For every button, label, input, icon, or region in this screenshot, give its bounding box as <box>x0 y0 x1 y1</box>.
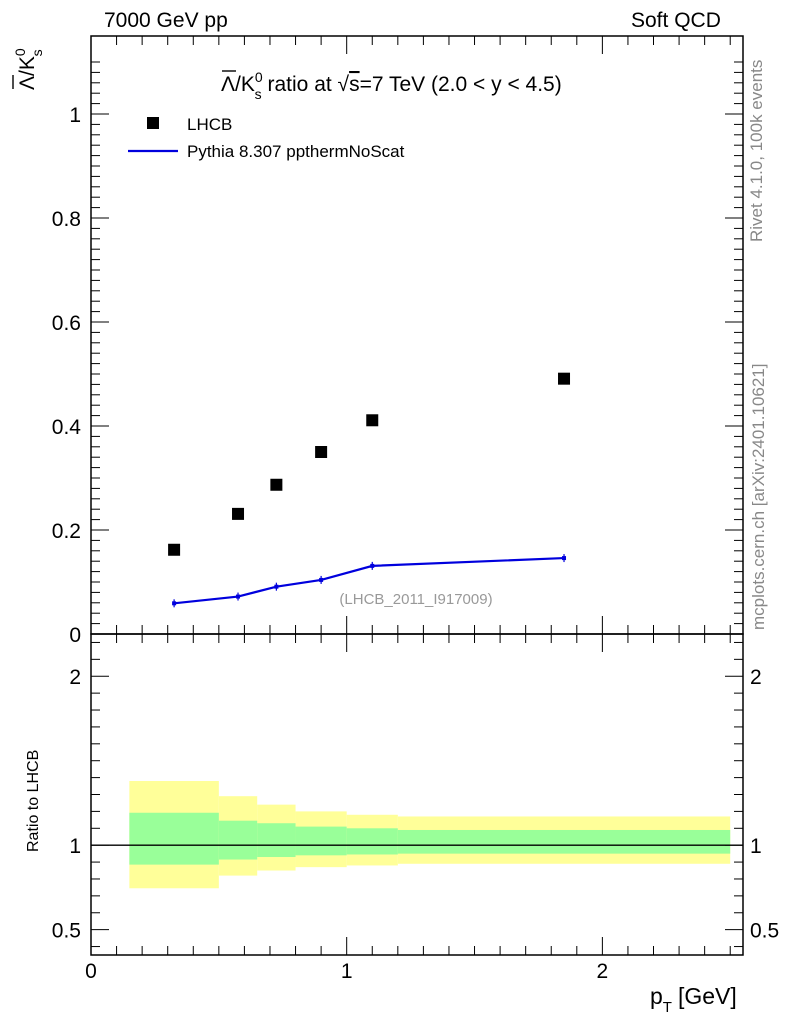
main-plot: (LHCB_2011_I917009) LHCB Pythia 8.307 ppth… <box>90 35 744 635</box>
ratio-inner-band-3 <box>295 826 347 856</box>
plot-labels: 0 0.2 0.4 0.6 0.8 1 0.5 0.5 1 1 2 2 0 1 2 Λ/K0 s ratio a… <box>12 48 779 1016</box>
analysis-tag: (LHCB_2011_I917009) <box>339 591 492 608</box>
ratio-ytick-label-left: 0.5 <box>52 920 81 943</box>
ratio-ytick-label-right: 1 <box>750 835 762 858</box>
x-axis-label: pT [GeV] <box>650 983 737 1016</box>
ratio-plot <box>90 633 744 956</box>
ratio-ytick-label-left: 1 <box>69 835 81 858</box>
ratio-ytick-label-right: 2 <box>750 666 762 689</box>
pythia-line <box>173 556 565 605</box>
xtick-label: 1 <box>341 960 353 983</box>
lhcb-data-point <box>315 446 328 458</box>
lhcb-data-point <box>366 414 379 427</box>
ratio-ytick-label-left: 2 <box>69 666 81 689</box>
lhcb-data-point <box>168 543 181 556</box>
lhcb-data-point <box>558 372 571 385</box>
xtick-label: 0 <box>85 960 97 983</box>
ratio-ylabel: Ratio to LHCB <box>25 750 42 852</box>
ratio-inner-band-4 <box>346 828 398 855</box>
ratio-inner-band-2 <box>257 823 296 858</box>
ratio-inner-band-0 <box>129 812 219 865</box>
main-ytick-label: 0.2 <box>52 520 81 543</box>
header-energy-label: 7000 GeV pp <box>104 9 228 32</box>
ratio-inner-band-5 <box>397 829 731 854</box>
lhcb-data-point <box>232 507 245 520</box>
xtick-label: 2 <box>597 960 609 983</box>
main-ytick-label: 0.4 <box>52 416 82 439</box>
ratio-ytick-label-right: 0.5 <box>750 920 779 943</box>
main-ytick-label: 0.6 <box>52 312 81 335</box>
ratio-inner-band-1 <box>218 820 258 860</box>
main-ylabel: Λ/K0s <box>12 48 45 90</box>
legend-lhcb-label: LHCB <box>187 115 232 134</box>
chart-title: Λ/K0 s ratio at √s=7 TeV (2.0 < y < 4.5) <box>221 69 562 102</box>
legend-pythia-label: Pythia 8.307 ppthermNoScat <box>187 142 405 161</box>
lhcb-data-point <box>270 478 283 491</box>
legend-lhcb-marker <box>147 117 159 129</box>
main-ytick-label: 0 <box>69 624 81 647</box>
main-ytick-label: 0.8 <box>52 208 81 231</box>
header-category-label: Soft QCD <box>631 9 721 32</box>
main-ytick-label: 1 <box>69 104 81 127</box>
